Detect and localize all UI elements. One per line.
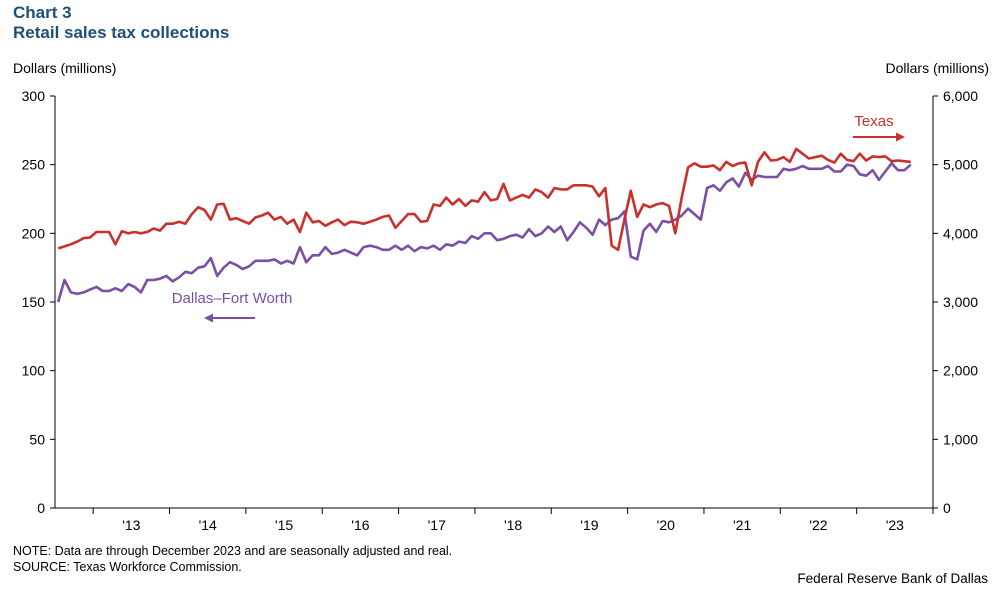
right-axis-unit: Dollars (millions): [885, 60, 989, 76]
x-axis-tick-label: '13: [122, 517, 140, 533]
chart-source: SOURCE: Texas Workforce Commission.: [13, 560, 242, 574]
chart-number: Chart 3: [13, 3, 72, 22]
chart-title: Retail sales tax collections: [13, 23, 230, 42]
right-axis-tick-label: 0: [943, 500, 951, 516]
x-axis-tick-label: '21: [733, 517, 751, 533]
left-axis-unit: Dollars (millions): [13, 60, 117, 76]
right-axis-tick-label: 5,000: [943, 157, 978, 173]
left-axis-tick-label: 50: [29, 431, 45, 447]
left-axis-tick-label: 0: [37, 500, 45, 516]
right-axis-tick-label: 6,000: [943, 88, 978, 104]
right-axis-tick-label: 4,000: [943, 225, 978, 241]
x-axis-tick-label: '18: [504, 517, 522, 533]
left-axis-tick-label: 100: [22, 363, 46, 379]
x-axis-tick-label: '15: [275, 517, 293, 533]
series-line-texas: [57, 147, 911, 252]
left-axis-tick-label: 150: [22, 294, 46, 310]
x-axis-tick-label: '22: [809, 517, 827, 533]
right-axis-tick-label: 2,000: [943, 363, 978, 379]
x-axis-tick-label: '17: [428, 517, 446, 533]
series-label-dfw: Dallas–Fort Worth: [172, 290, 293, 307]
left-axis-tick-label: 300: [22, 88, 46, 104]
left-axis-tick-label: 250: [22, 157, 46, 173]
x-axis-tick-label: '16: [351, 517, 369, 533]
series-line-dallas-fort-worth: [56, 162, 912, 303]
x-axis-tick-label: '23: [886, 517, 904, 533]
series-label-texas: Texas: [854, 113, 893, 130]
left-axis-tick-label: 200: [22, 225, 46, 241]
chart-note: NOTE: Data are through December 2023 and…: [13, 544, 453, 558]
right-axis-tick-label: 3,000: [943, 294, 978, 310]
texas-arrow-head: [896, 132, 905, 142]
x-axis-tick-label: '20: [657, 517, 675, 533]
x-axis-tick-label: '14: [199, 517, 217, 533]
x-axis-tick-label: '19: [580, 517, 598, 533]
credit-line: Federal Reserve Bank of Dallas: [797, 571, 988, 586]
right-axis-tick-label: 1,000: [943, 431, 978, 447]
dfw-arrow-head: [204, 313, 213, 323]
